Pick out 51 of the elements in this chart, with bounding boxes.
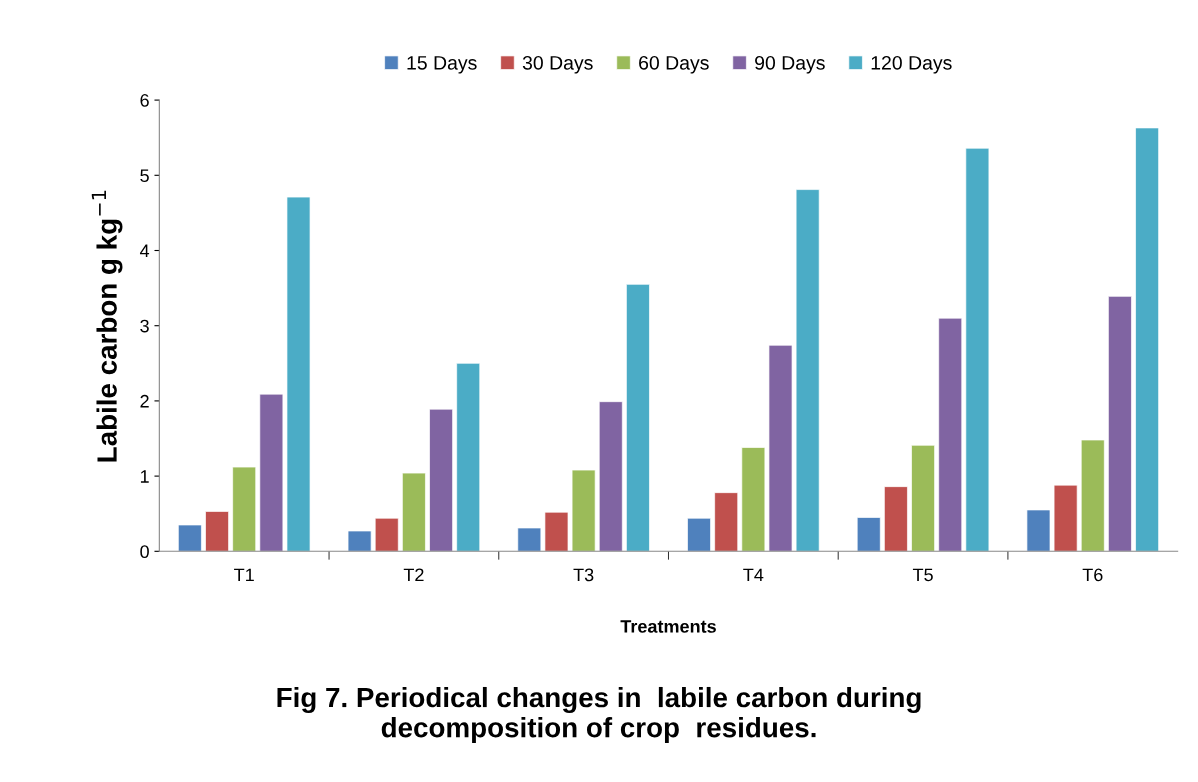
x-tick-label: T4 (743, 568, 764, 582)
bar (598, 401, 623, 552)
bar (286, 196, 311, 552)
bar (1026, 509, 1051, 552)
bar (856, 517, 881, 552)
legend-label: 120 Days (871, 55, 952, 74)
bar (626, 283, 650, 552)
legend-label: 90 Days (755, 55, 825, 74)
bar (911, 444, 935, 552)
legend-label: 15 Days (407, 56, 477, 74)
bar (1135, 127, 1159, 552)
bar (347, 530, 372, 552)
x-tick-label: T6 (1082, 568, 1103, 582)
bar (965, 147, 990, 552)
x-tick-label: T2 (403, 568, 424, 582)
legend-label: 60 Days (639, 55, 709, 74)
y-axis-title: Labile carbon g kg$^{−1}$ (91, 190, 123, 462)
bar (687, 517, 711, 552)
y-tick-label: 5 (140, 169, 149, 183)
bar (517, 527, 542, 552)
bar (232, 466, 257, 552)
x-tick-label: T5 (912, 568, 933, 582)
bar (938, 317, 963, 552)
y-tick-label: 4 (139, 244, 150, 258)
legend-label: 30 Days (522, 55, 593, 74)
x-tick-label: T3 (573, 568, 594, 582)
bar (1108, 296, 1132, 552)
bar (544, 511, 569, 552)
bar (768, 344, 793, 552)
x-tick-label: T1 (234, 568, 254, 582)
x-axis-title: Treatments (620, 620, 716, 633)
bar (402, 472, 426, 552)
y-tick-label: 3 (140, 319, 149, 333)
bar (714, 492, 739, 552)
bar (429, 408, 453, 552)
bar (374, 517, 399, 552)
y-tick-label: 2 (140, 394, 149, 408)
bar (1053, 484, 1078, 552)
bar (259, 393, 284, 552)
y-tick-label: 6 (140, 94, 149, 107)
bar (795, 189, 820, 552)
bar (884, 486, 908, 552)
y-tick-label: 0 (140, 545, 149, 559)
text: Fig 7. Periodical changes in labile carbon during decomposition of crop residues. (277, 686, 921, 743)
bar (741, 447, 766, 552)
bar (205, 511, 229, 552)
bar (456, 362, 481, 552)
bar (571, 469, 596, 552)
y-tick-label: 1 (140, 470, 149, 483)
bar (1080, 439, 1105, 552)
bar (177, 524, 202, 552)
